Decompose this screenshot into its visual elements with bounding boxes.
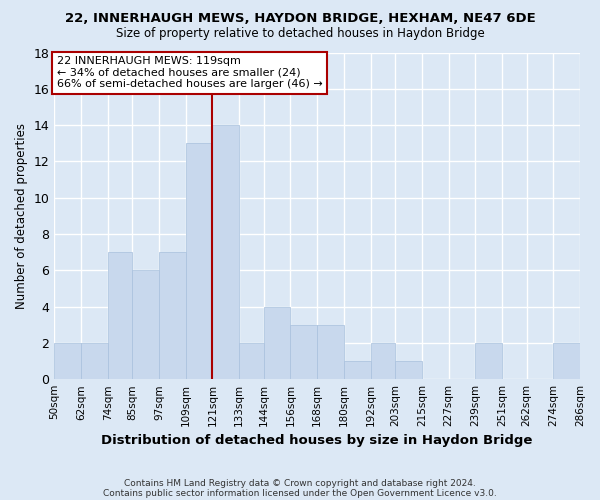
Text: Contains public sector information licensed under the Open Government Licence v3: Contains public sector information licen… [103,488,497,498]
Bar [54,343,81,379]
Bar [263,306,290,379]
Text: 22, INNERHAUGH MEWS, HAYDON BRIDGE, HEXHAM, NE47 6DE: 22, INNERHAUGH MEWS, HAYDON BRIDGE, HEXH… [65,12,535,26]
Y-axis label: Number of detached properties: Number of detached properties [15,123,28,309]
Bar [475,343,502,379]
Text: Contains HM Land Registry data © Crown copyright and database right 2024.: Contains HM Land Registry data © Crown c… [124,478,476,488]
Bar [132,270,159,379]
Text: 22 INNERHAUGH MEWS: 119sqm
← 34% of detached houses are smaller (24)
66% of semi: 22 INNERHAUGH MEWS: 119sqm ← 34% of deta… [56,56,322,90]
Bar [290,324,317,379]
Bar [239,343,263,379]
Bar [553,343,580,379]
X-axis label: Distribution of detached houses by size in Haydon Bridge: Distribution of detached houses by size … [101,434,533,448]
Bar [395,361,422,379]
Bar [108,252,132,379]
Bar [186,143,212,379]
Bar [212,125,239,379]
Bar [159,252,186,379]
Text: Size of property relative to detached houses in Haydon Bridge: Size of property relative to detached ho… [116,28,484,40]
Bar [371,343,395,379]
Bar [81,343,108,379]
Bar [317,324,344,379]
Bar [344,361,371,379]
